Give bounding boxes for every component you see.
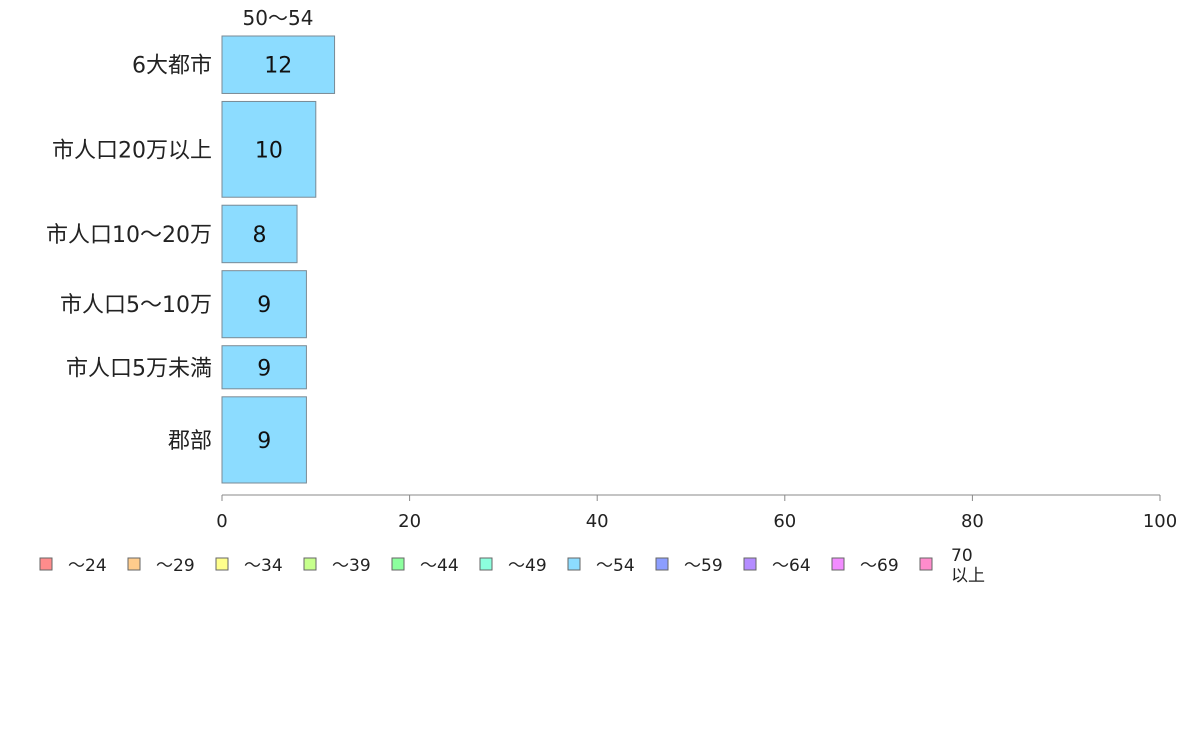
bar-2-series-6	[221, 204, 298, 264]
x-tick-label: 40	[586, 511, 609, 532]
legend-label: 〜64	[772, 556, 811, 576]
legend-label: 〜54	[596, 556, 635, 576]
bar-value-label: 8	[253, 223, 267, 248]
x-tick-label: 60	[773, 511, 796, 532]
series-top-label: 50〜54	[243, 6, 314, 30]
x-tick-label: 100	[1143, 511, 1177, 532]
category-label: 郡部	[168, 429, 212, 454]
bar-value-label: 9	[257, 429, 271, 454]
bar-0-series-6	[221, 35, 336, 94]
legend-label-line: 以上	[951, 566, 985, 586]
legend-label: 〜59	[684, 556, 723, 576]
legend-label: 〜24	[68, 556, 107, 576]
category-label: 市人口5〜10万	[60, 293, 212, 318]
bar-value-label: 9	[257, 356, 271, 381]
bar-value-label: 10	[255, 138, 283, 163]
legend-label: 〜69	[860, 556, 899, 576]
bar-5-series-6	[221, 396, 307, 484]
category-label: 市人口10〜20万	[46, 223, 212, 248]
legend-label: 〜29	[156, 556, 195, 576]
category-label: 6大都市	[132, 54, 212, 79]
legend-label: 〜44	[420, 556, 459, 576]
legend-label-line: 70	[951, 546, 973, 566]
legend-swatch	[391, 557, 405, 571]
legend-swatch	[39, 557, 53, 571]
legend-swatch	[127, 557, 141, 571]
x-tick-label: 0	[216, 511, 227, 532]
legend-swatch	[303, 557, 317, 571]
legend-label: 〜39	[332, 556, 371, 576]
legend-label: 70 以上	[951, 546, 985, 586]
category-label: 市人口5万未満	[66, 356, 212, 381]
legend-swatch	[567, 557, 581, 571]
x-tick-label: 20	[398, 511, 421, 532]
legend-swatch	[655, 557, 669, 571]
bar-3-series-6	[221, 270, 307, 339]
legend-swatch	[743, 557, 757, 571]
legend-swatch	[479, 557, 493, 571]
bar-value-label: 9	[257, 293, 271, 318]
x-tick-label: 80	[961, 511, 984, 532]
legend-label: 〜49	[508, 556, 547, 576]
legend-label: 〜34	[244, 556, 283, 576]
category-label: 市人口20万以上	[52, 138, 212, 163]
legend-swatch	[831, 557, 845, 571]
bar-value-label: 12	[264, 54, 292, 79]
bar-4-series-6	[221, 345, 307, 390]
bar-1-series-6	[221, 100, 317, 198]
legend-swatch	[215, 557, 229, 571]
legend-swatch	[919, 557, 933, 571]
